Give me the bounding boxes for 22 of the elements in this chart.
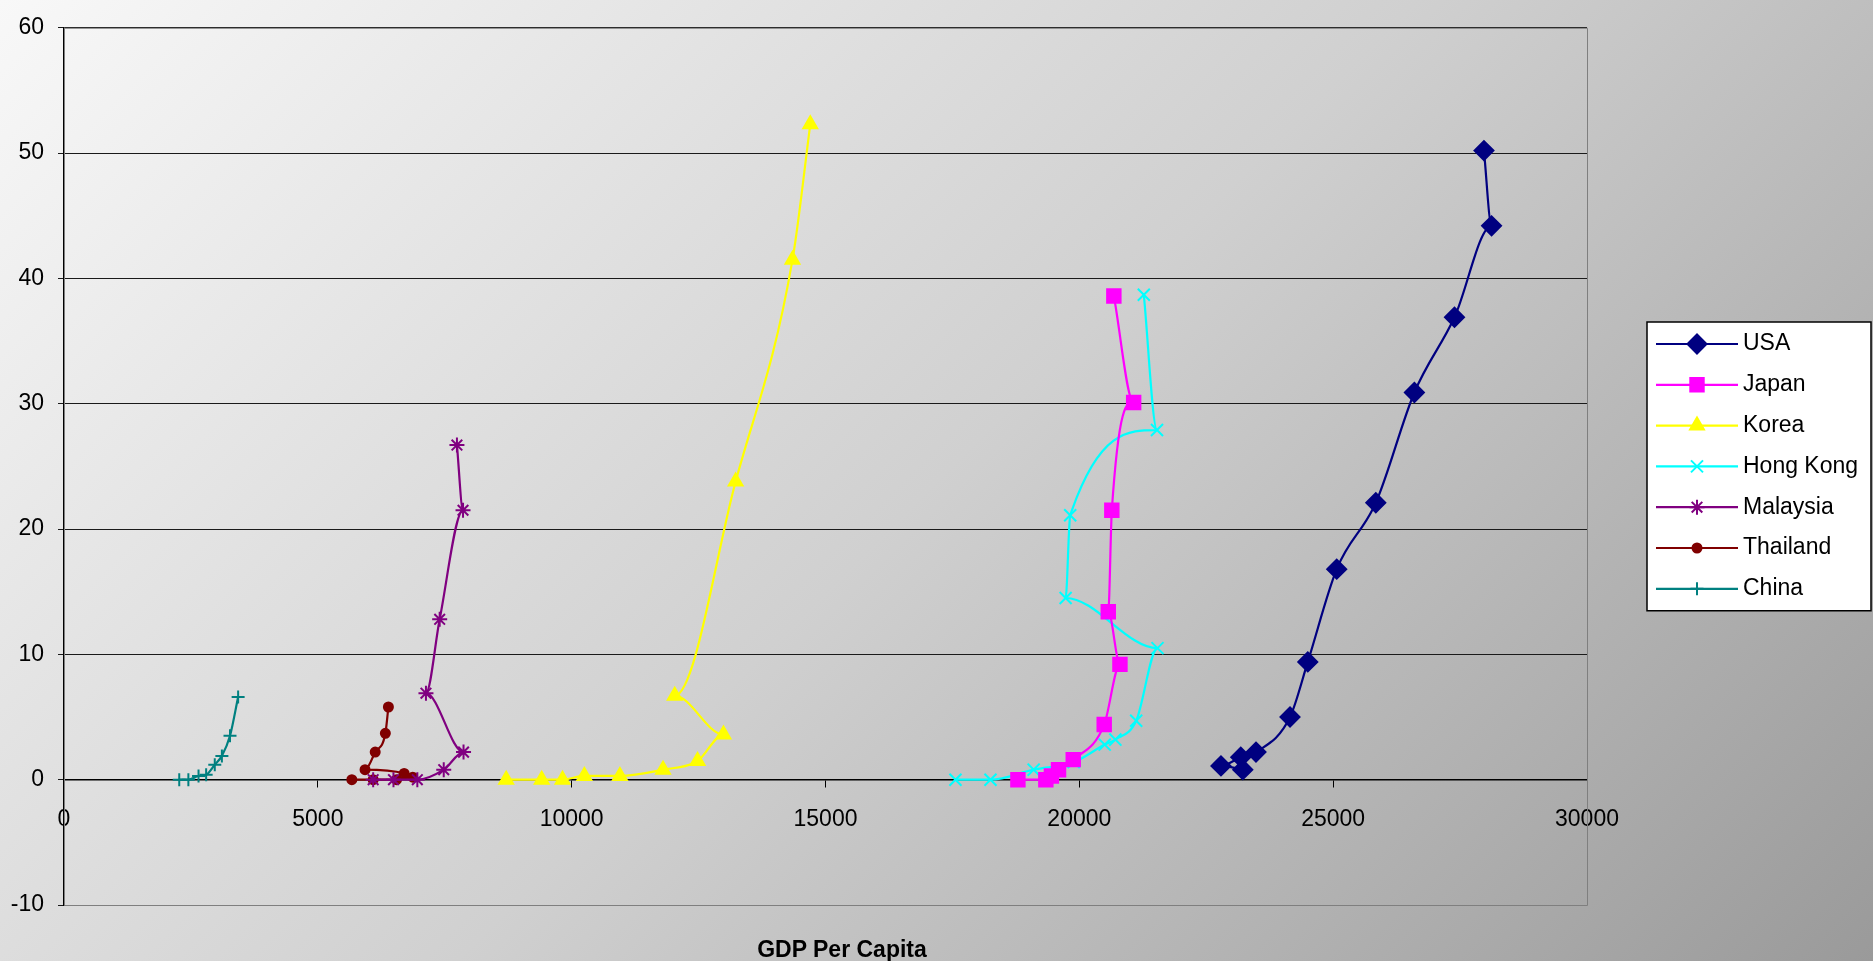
y-tick-label: 30	[18, 389, 44, 416]
legend-label: Hong Kong	[1743, 451, 1859, 478]
legend-label: Japan	[1743, 370, 1806, 397]
legend-label: Malaysia	[1743, 492, 1834, 519]
x-tick-label: 5000	[292, 804, 344, 831]
legend-label: China	[1743, 574, 1804, 601]
x-tick-label: 20000	[1047, 804, 1112, 831]
x-tick-label: 10000	[539, 804, 604, 831]
legend-label: USA	[1743, 329, 1791, 356]
y-tick-label: 10	[18, 639, 44, 666]
y-tick-label: 0	[31, 765, 44, 792]
legend-label: Thailand	[1743, 533, 1832, 560]
y-tick-label: 60	[18, 13, 44, 40]
y-tick-label: -10	[10, 890, 44, 917]
x-tick-label: 15000	[793, 804, 858, 831]
y-tick-label: 50	[18, 138, 44, 165]
y-tick-label: 40	[18, 263, 44, 290]
y-tick-label: 20	[18, 514, 44, 541]
x-tick-label: 25000	[1301, 804, 1366, 831]
x-axis-title: GDP Per Capita	[756, 936, 928, 961]
x-tick-label: 30000	[1555, 804, 1619, 831]
legend-label: Korea	[1743, 410, 1805, 437]
